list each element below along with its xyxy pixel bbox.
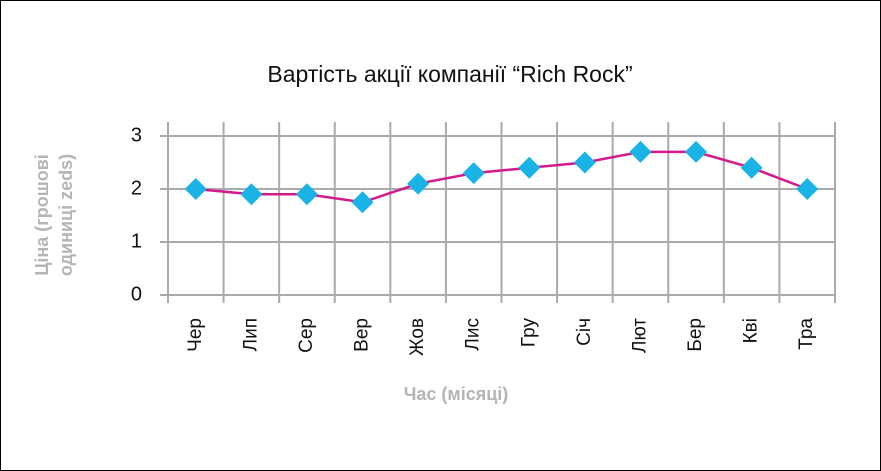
x-tick-label: Лют [629, 318, 650, 353]
y-tick-label: 2 [131, 177, 142, 199]
x-tick-label: Жов [407, 318, 428, 356]
marker [240, 183, 263, 206]
x-tick-label: Тра [796, 318, 817, 350]
x-tick-label-group: Січ [574, 318, 595, 346]
y-tick-label: 3 [131, 124, 142, 146]
marker [407, 172, 430, 195]
x-tick-label-group: Жов [407, 318, 428, 356]
x-tick-label: Сер [296, 318, 317, 353]
marker [796, 178, 819, 200]
x-tick-label-group: Лис [463, 318, 484, 351]
marker [295, 183, 318, 206]
marker [184, 178, 207, 200]
x-tick-label-group: Бер [685, 318, 706, 352]
marker [351, 191, 374, 214]
x-axis-label: Час (місяці) [404, 384, 509, 404]
x-tick-label: Чер [185, 318, 206, 352]
y-axis-label: Ціна (грошові одиниці zeds) [32, 154, 76, 276]
x-tick-label-group: Сер [296, 318, 317, 353]
y-tick-label: 1 [131, 230, 142, 252]
y-axis-label-line: Ціна (грошові [32, 154, 52, 276]
marker [518, 156, 541, 179]
x-tick-label-group: Вер [352, 318, 373, 352]
x-tick-label: Гру [518, 318, 539, 348]
marker [740, 156, 763, 179]
x-tick-label-group: Лип [240, 318, 261, 351]
chart-title: Вартість акції компанії “Rich Rock” [267, 61, 632, 87]
x-tick-label-group: Гру [518, 318, 539, 348]
x-tick-label: Лип [240, 318, 261, 351]
x-tick-label: Бер [685, 318, 706, 352]
x-tick-label: Січ [574, 318, 595, 346]
x-tick-label: Лис [463, 318, 484, 351]
marker [629, 140, 652, 163]
y-tick-label: 0 [131, 283, 142, 305]
marker [573, 151, 596, 174]
x-tick-label-group: Лют [629, 318, 650, 353]
x-tick-label: Кві [741, 318, 762, 343]
x-tick-label: Вер [352, 318, 373, 352]
x-tick-label-group: Чер [185, 318, 206, 352]
marker [685, 140, 708, 163]
y-axis-label-line: одиниці zeds) [56, 154, 76, 276]
x-tick-label-group: Кві [741, 318, 762, 343]
x-tick-label-group: Тра [796, 318, 817, 350]
marker [462, 162, 485, 185]
